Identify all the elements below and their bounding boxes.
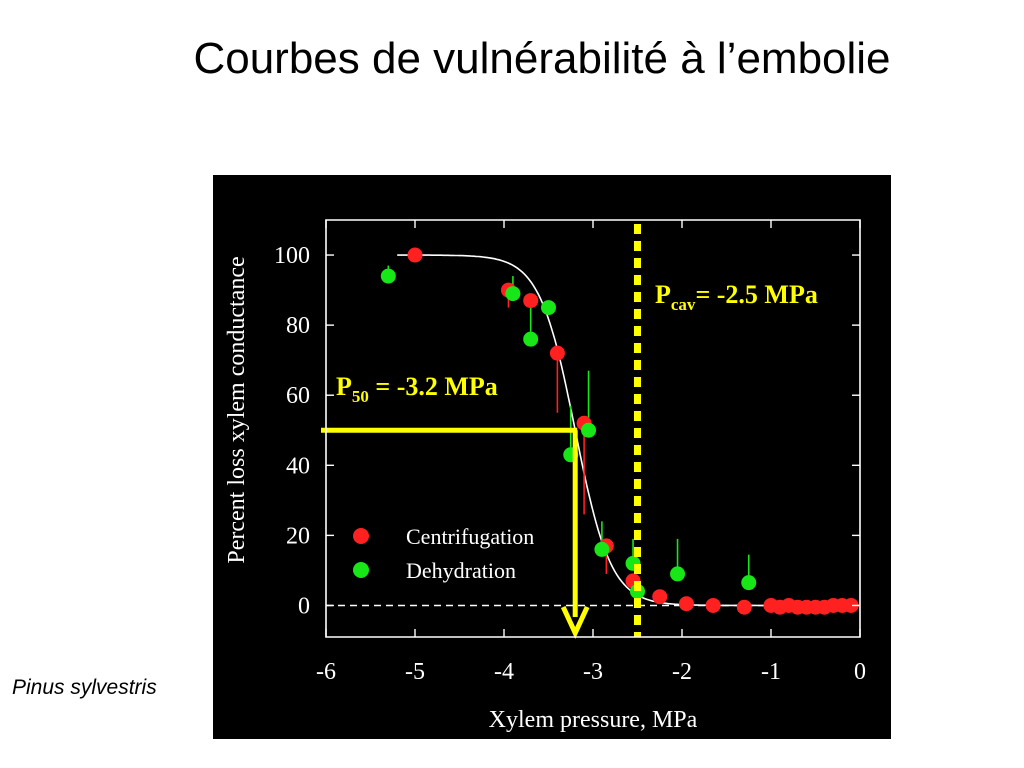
pcav-label-main: P	[655, 280, 671, 309]
y-tick-label: 100	[274, 243, 310, 269]
legend: Centrifugation Dehydration	[353, 524, 534, 583]
dehydration-point	[541, 300, 556, 316]
chart-panel: P50 = -3.2 MPa Pcav= -2.5 MPa -6 -5 -4 -3 -2-…	[213, 175, 891, 739]
x-tick-label: -4	[494, 659, 514, 685]
ticks-group: -6 -5 -4 -3 -2 -1 0 0 20 40 60 80 100	[274, 220, 866, 685]
centrifugation-legend-marker	[353, 528, 369, 544]
pcav-label-value: = -2.5 MPa	[695, 280, 817, 309]
dehydration-point	[380, 268, 396, 284]
dehydration-point	[523, 331, 539, 347]
centrifugation-point	[705, 597, 721, 613]
dehydration-legend-marker	[353, 562, 369, 578]
centrifugation-legend-label: Centrifugation	[406, 524, 534, 549]
p50-label-subscript: 50	[352, 387, 369, 406]
x-tick-label: -6	[316, 659, 336, 685]
y-tick-label: 0	[298, 593, 310, 619]
dehydration-point	[630, 583, 645, 599]
dehydration-point	[741, 575, 757, 591]
centrifugation-point	[678, 596, 694, 612]
y-tick-label: 40	[286, 453, 310, 479]
centrifugation-point	[523, 293, 539, 309]
y-tick-label: 20	[286, 523, 310, 549]
x-tick-label: -1	[761, 659, 781, 685]
x-tick-label: -3	[583, 659, 603, 685]
p50-label: P50 = -3.2 MPa	[336, 372, 498, 406]
data-points-group	[380, 247, 859, 615]
y-tick-label: 60	[286, 383, 310, 409]
species-caption: Pinus sylvestris	[12, 676, 157, 699]
centrifugation-point	[549, 345, 565, 361]
x-tick-label: -5	[405, 659, 425, 685]
pcav-label: Pcav= -2.5 MPa	[655, 280, 818, 314]
centrifugation-point	[652, 589, 668, 605]
x-axis-title: Xylem pressure, MPa	[489, 707, 698, 733]
centrifugation-point	[736, 599, 752, 615]
dehydration-point	[594, 541, 610, 557]
slide-title: Courbes de vulnérabilité à l’embolie	[193, 34, 891, 83]
p50-arrow-head	[560, 605, 590, 639]
p50-label-main: P	[336, 372, 352, 401]
y-tick-label: 80	[286, 313, 310, 339]
dehydration-point	[581, 422, 597, 438]
y-axis-title: Percent loss xylem conductance	[224, 256, 250, 563]
x-tick-label: -2	[672, 659, 692, 685]
p50-label-value: = -3.2 MPa	[369, 372, 498, 401]
dehydration-point	[670, 566, 686, 582]
centrifugation-point	[843, 597, 859, 613]
pcav-label-subscript: cav	[671, 295, 696, 314]
centrifugation-point	[407, 247, 423, 263]
x-tick-label: 0	[854, 659, 866, 685]
dehydration-legend-label: Dehydration	[406, 558, 516, 583]
dehydration-point	[505, 286, 521, 302]
